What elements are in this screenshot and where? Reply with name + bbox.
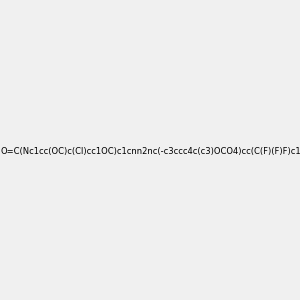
- Text: O=C(Nc1cc(OC)c(Cl)cc1OC)c1cnn2nc(-c3ccc4c(c3)OCO4)cc(C(F)(F)F)c12: O=C(Nc1cc(OC)c(Cl)cc1OC)c1cnn2nc(-c3ccc4…: [1, 147, 300, 156]
